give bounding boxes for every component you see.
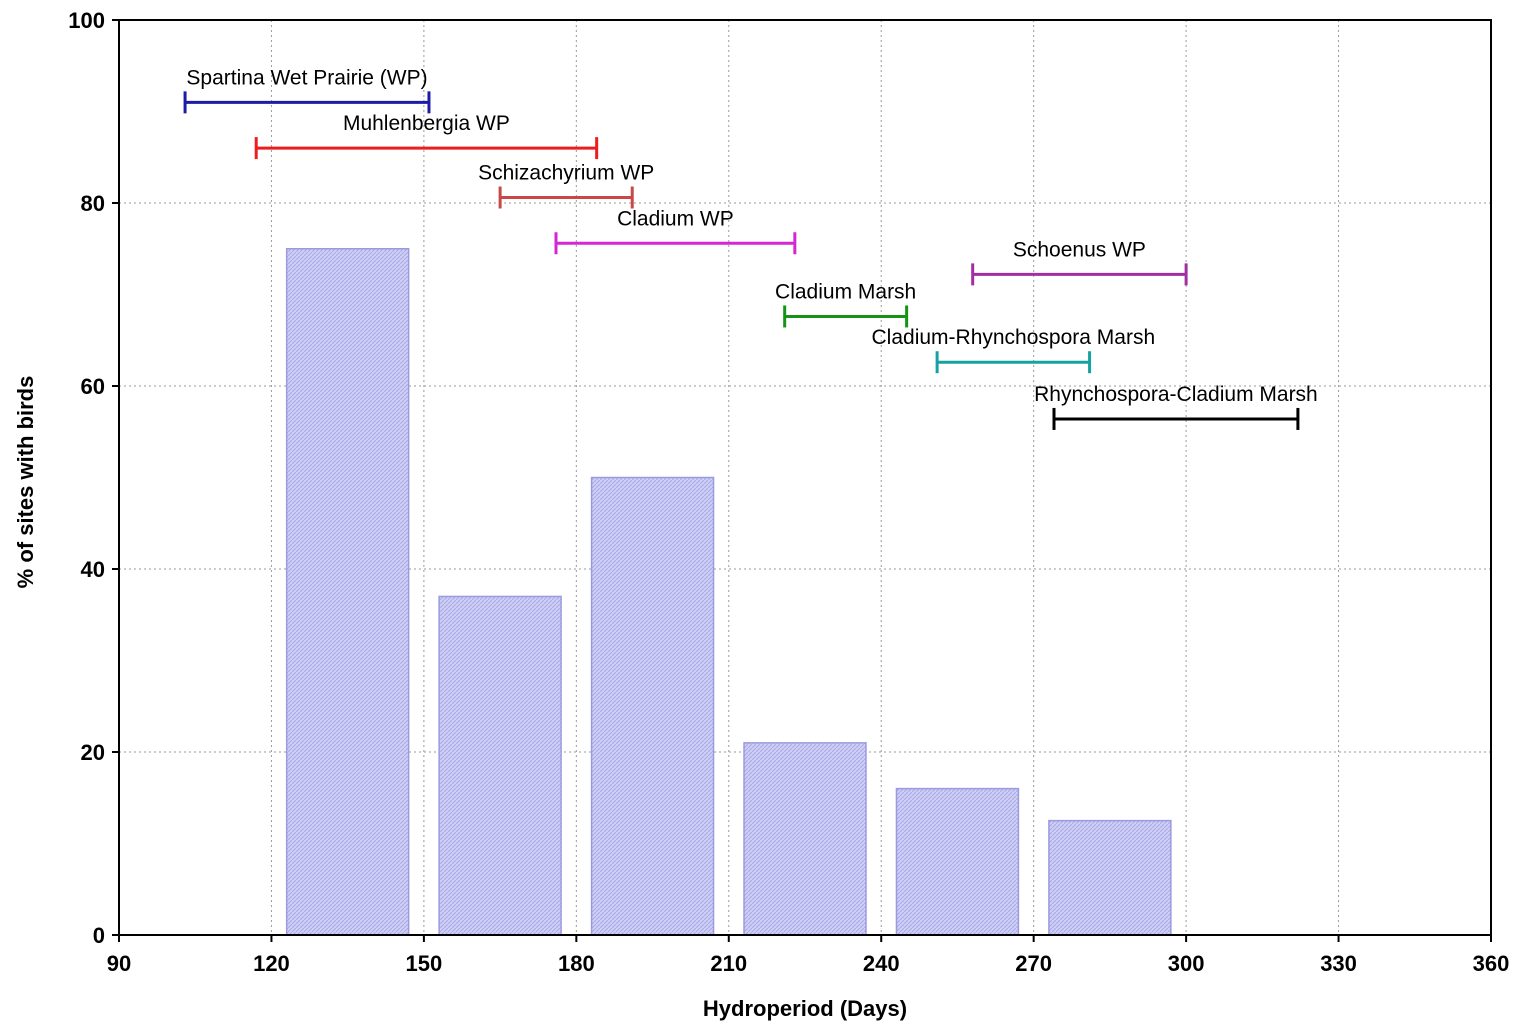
bar-4 [743, 742, 867, 936]
x-tick-label: 360 [1473, 951, 1510, 976]
range-7: Cladium-Rhynchospora Marsh [872, 326, 1156, 374]
y-tick-label: 80 [81, 191, 105, 216]
range-label: Cladium WP [617, 207, 734, 230]
bar-1 [285, 248, 410, 936]
range-label: Muhlenbergia WP [343, 112, 510, 135]
range-3: Schizachyrium WP [478, 162, 654, 209]
bar-2 [438, 595, 562, 936]
y-tick-label: 40 [81, 557, 105, 582]
x-tick-label: 180 [558, 951, 595, 976]
x-tick-label: 300 [1168, 951, 1205, 976]
x-tick-label: 90 [107, 951, 131, 976]
range-label: Schoenus WP [1013, 238, 1146, 261]
x-axis-title: Hydroperiod (Days) [703, 996, 907, 1021]
x-tick-label: 270 [1015, 951, 1052, 976]
plot-frame [118, 19, 1492, 936]
x-tick-label: 240 [863, 951, 900, 976]
y-tick-label: 60 [81, 374, 105, 399]
bar-5 [895, 787, 1020, 936]
x-tick-label: 150 [406, 951, 443, 976]
bar-6 [1048, 819, 1172, 936]
bar-3 [590, 476, 715, 936]
range-label: Schizachyrium WP [478, 162, 654, 185]
hydroperiod-ranges: Spartina Wet Prairie (WP) Muhlenbergia WP… [183, 66, 1318, 430]
range-4: Cladium WP [554, 207, 797, 255]
axis-ticks: 90 120 150 180 210 240 270 300 330 360 0 20 40 60 80 10… [68, 8, 1509, 976]
range-2: Muhlenbergia WP [254, 112, 599, 160]
range-1: Spartina Wet Prairie (WP) [183, 66, 431, 114]
range-label: Cladium-Rhynchospora Marsh [872, 326, 1156, 349]
y-axis-title: % of sites with birds [13, 376, 38, 589]
y-tick-label: 100 [68, 8, 105, 33]
x-tick-label: 210 [710, 951, 747, 976]
range-5: Schoenus WP [971, 238, 1188, 286]
range-8: Rhynchospora-Cladium Marsh [1034, 383, 1318, 430]
y-tick-label: 0 [93, 923, 105, 948]
x-tick-label: 120 [253, 951, 290, 976]
range-label: Cladium Marsh [775, 280, 916, 303]
y-tick-label: 20 [81, 740, 105, 765]
x-tick-label: 330 [1320, 951, 1357, 976]
range-6: Cladium Marsh [775, 280, 916, 328]
range-label: Spartina Wet Prairie (WP) [186, 66, 427, 89]
range-label: Rhynchospora-Cladium Marsh [1034, 383, 1318, 406]
